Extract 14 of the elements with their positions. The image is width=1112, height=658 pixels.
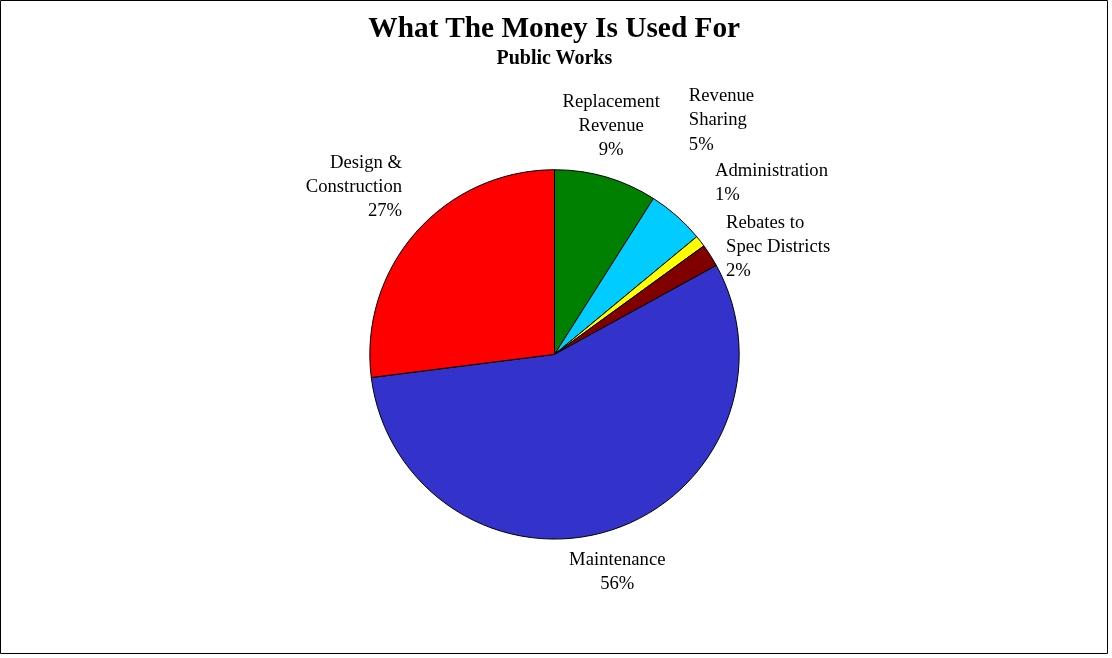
slice-label: Replacement Revenue xyxy=(562,90,661,136)
data-label: 9% xyxy=(598,138,624,160)
chart-title: What The Money Is Used For xyxy=(368,10,741,43)
slice-label: Administration xyxy=(715,159,829,181)
data-label: 2% xyxy=(726,259,751,281)
slice-label: Rebates to Spec Districts xyxy=(726,210,831,257)
data-label: 56% xyxy=(600,571,635,593)
slice-label: Revenue Sharing xyxy=(688,84,755,130)
chart-subtitle: Public Works xyxy=(496,45,613,68)
data-label: 27% xyxy=(367,199,403,221)
slice-label: Design & Construction xyxy=(305,150,403,196)
data-label: 1% xyxy=(715,183,740,205)
slice-label: Maintenance xyxy=(569,547,666,569)
data-label: 5% xyxy=(688,132,714,154)
